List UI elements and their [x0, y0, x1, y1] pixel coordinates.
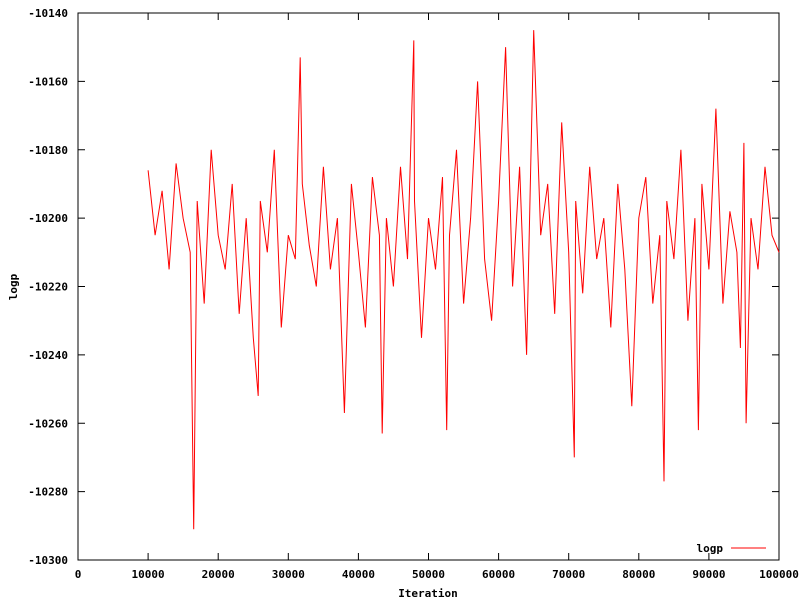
x-tick-label: 30000 [272, 568, 305, 581]
y-tick-label: -10140 [28, 7, 68, 20]
x-tick-label: 70000 [552, 568, 585, 581]
x-tick-label: 40000 [342, 568, 375, 581]
x-axis-title: Iteration [398, 587, 458, 600]
series-line-logp [147, 30, 780, 530]
x-tick-label: 100000 [759, 568, 799, 581]
x-tick-label: 0 [75, 568, 82, 581]
x-tick-label: 20000 [202, 568, 235, 581]
x-tick-label: 80000 [622, 568, 655, 581]
x-tick-label: 10000 [132, 568, 165, 581]
y-axis-ticks: -10300 -10280 -10260 -10240 -10220 -10200 -101… [28, 7, 779, 567]
x-tick-label: 90000 [692, 568, 725, 581]
y-tick-label: -10240 [28, 349, 68, 362]
y-tick-label: -10280 [28, 486, 68, 499]
x-axis-ticks: 0 10000 20000 30000 40000 50000 60000 70000 8000… [75, 13, 799, 581]
y-tick-label: -10300 [28, 554, 68, 567]
y-tick-label: -10200 [28, 212, 68, 225]
legend: logp [697, 542, 766, 555]
y-tick-label: -10220 [28, 281, 68, 294]
x-tick-label: 50000 [412, 568, 445, 581]
y-tick-label: -10160 [28, 75, 68, 88]
legend-label: logp [697, 542, 724, 555]
x-tick-label: 60000 [482, 568, 515, 581]
y-axis-title: logp [7, 273, 20, 300]
y-tick-label: -10180 [28, 144, 68, 157]
y-tick-label: -10260 [28, 417, 68, 430]
series-layer [147, 30, 780, 530]
plot-frame [77, 12, 780, 561]
